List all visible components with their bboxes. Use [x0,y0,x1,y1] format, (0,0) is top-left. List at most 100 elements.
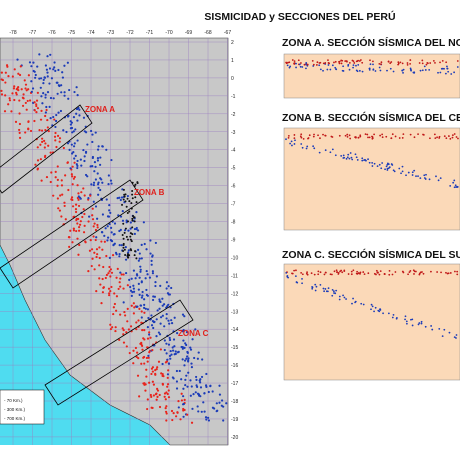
dot [415,270,417,273]
dot [378,62,381,65]
dot [56,92,59,95]
dot [181,313,185,316]
dot [131,197,134,200]
dot [347,153,350,156]
dot [180,378,183,381]
dot [46,91,50,94]
dot [177,400,180,403]
dot [108,209,111,212]
dot [157,360,161,363]
dot [138,257,141,260]
dot [189,379,192,382]
dot [108,294,111,297]
dot [405,322,408,325]
dot [201,358,204,361]
dot [316,61,319,64]
grid [0,38,228,445]
dot [119,277,122,280]
dot [285,138,287,141]
dot [76,139,79,142]
dot [64,218,67,221]
dot [429,137,431,140]
dot [379,308,381,311]
dot [430,325,433,327]
dot [57,207,60,210]
dot [49,96,53,100]
dot [199,378,202,381]
dot [406,63,409,66]
dot [128,254,131,257]
dot [127,249,130,252]
dot [386,167,389,170]
dot [203,392,206,395]
dot [42,82,45,85]
dot [13,85,16,88]
dot [312,63,315,66]
dot [40,95,43,98]
dot [381,136,384,139]
dot [373,162,376,165]
dot [74,203,78,206]
dot [364,133,367,136]
dot [4,81,7,84]
dot [209,385,212,388]
dot [76,159,79,163]
dot [4,94,7,97]
dot [350,273,353,276]
dot [334,60,337,63]
dot [441,59,444,62]
dot [35,111,38,114]
dot [72,130,75,133]
dot [176,332,179,335]
dot [58,137,62,140]
dot [388,166,391,169]
dot [452,181,455,184]
dot [129,221,132,224]
dot [345,60,348,62]
dot [361,157,364,160]
dot [113,292,116,295]
dot [150,372,153,376]
dot [128,351,131,355]
dot [324,288,327,290]
dot [334,154,337,157]
dot [35,104,38,108]
dot [424,325,427,328]
dot [176,411,179,414]
dot [77,192,80,195]
dot [185,343,188,347]
dot [373,133,375,136]
dot [151,254,154,257]
dot [324,271,327,274]
dot [322,62,325,65]
lon-tick-label: -78 [9,30,16,36]
dot [182,407,185,411]
dot [360,59,362,61]
dot [451,136,454,139]
dot [131,193,134,196]
dot [44,96,47,99]
dot [50,171,53,174]
dot [368,68,371,71]
dot [83,159,86,163]
dot [129,238,132,241]
dot [182,339,185,342]
dot [0,93,4,96]
dot [299,65,302,68]
dot [98,277,101,280]
dot [143,311,146,314]
dot [110,231,113,234]
dot [126,284,129,287]
dot [346,133,349,136]
dot [99,163,102,166]
dot [98,246,101,249]
dot [439,177,442,179]
dot [374,70,377,72]
dot [40,179,43,182]
dot [151,380,154,383]
dot [79,197,82,200]
dot [61,71,64,74]
dot [132,215,135,218]
dot [319,68,322,71]
